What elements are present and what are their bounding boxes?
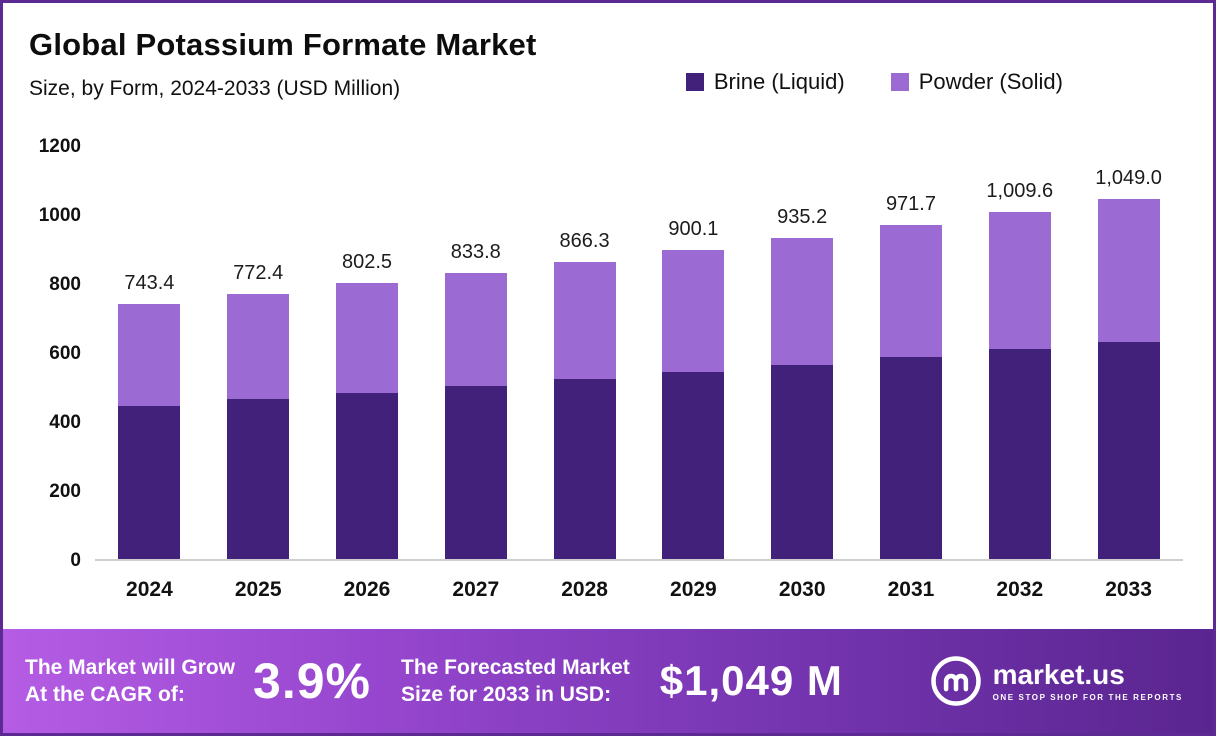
bar-segment-powder [662,249,725,372]
stacked-bar [553,261,616,559]
x-axis-label: 2030 [778,578,826,601]
y-tick-label: 800 [49,273,81,295]
bar-segment-powder [879,225,942,358]
stacked-bar [662,249,725,559]
bar-total-label: 866.3 [559,229,610,252]
x-axis: 2024 2025 2026 2027 2028 2029 2030 2031 2032 2033 [95,578,1183,602]
x-axis-label: 2028 [561,578,608,601]
y-tick-label: 0 [70,550,81,571]
stacked-bar [879,225,942,559]
bar-total-label: 802.5 [341,251,393,274]
x-axis-label: 2031 [887,578,935,601]
page-subtitle: Size, by Form, 2024-2033 (USD Million) [29,77,401,100]
bar-segment-powder [988,212,1051,350]
legend-item-brine: Brine (Liquid) [685,69,845,95]
y-tick-label: 200 [49,481,81,502]
cagr-label-line1: The Market will Grow [25,655,236,679]
bar-segment-brine [553,379,616,559]
bar-segment-brine [1097,342,1160,559]
bottom-banner: The Market will Grow At the CAGR of: 3.9… [3,629,1213,733]
market-us-icon [930,656,981,706]
bar-segment-brine [335,392,398,559]
bar-slot: 772.4 [204,147,313,559]
cagr-label-line2: At the CAGR of: [25,683,185,706]
forecast-label-line1: The Forecasted Market [401,655,630,679]
stacked-bar [227,293,290,559]
bar-slot: 1,009.6 [965,147,1074,559]
bar-slot: 866.3 [530,147,639,559]
x-axis-label: 2024 [126,578,173,601]
y-tick-label: 600 [49,343,81,364]
bar-segment-brine [118,405,181,559]
x-axis-label: 2032 [996,578,1044,601]
chart-legend: Brine (Liquid) Powder (Solid) [685,69,1063,95]
bar-total-label: 833.8 [450,240,501,263]
forecast-label: The Forecasted Market Size for 2033 in U… [401,654,630,709]
x-axis-label: 2027 [452,578,500,601]
stacked-bar [1097,198,1160,559]
bar-segment-brine [988,349,1051,559]
x-axis-label: 2025 [234,578,282,601]
cagr-label: The Market will Grow At the CAGR of: [25,654,235,709]
x-axis-label: 2029 [670,578,717,601]
stacked-bar [771,237,834,559]
chart-plot: 743.4 772.4 802.5 833.8 866.3 900.1 935.2 971.7… [95,147,1183,561]
forecast-value: $1,049 M [659,657,843,704]
stacked-bar [444,272,507,559]
bar-slot: 743.4 [95,147,204,559]
legend-label-brine: Brine (Liquid) [713,69,845,94]
bar-segment-brine [227,399,290,559]
bar-total-label: 971.7 [885,193,936,216]
legend-item-powder: Powder (Solid) [890,69,1063,95]
bar-total-label: 743.4 [124,271,175,294]
bar-slot: 1,049.0 [1074,147,1183,559]
brand-logo: market.us ONE STOP SHOP FOR THE REPORTS [929,654,1191,708]
chart-section: Global Potassium Formate Market Size, by… [3,3,1213,629]
cagr-value: 3.9% [253,653,372,709]
legend-label-powder: Powder (Solid) [918,69,1063,94]
bar-segment-brine [662,371,725,559]
bar-total-label: 1,049.0 [1095,166,1162,189]
x-axis-label: 2026 [343,578,391,601]
page-title: Global Potassium Formate Market [29,27,537,62]
brand-tagline: ONE STOP SHOP FOR THE REPORTS [992,692,1183,702]
bar-segment-powder [227,293,290,400]
stacked-bar [988,212,1051,559]
y-tick-label: 1200 [38,136,81,157]
bar-segment-powder [1097,198,1160,343]
bar-slot: 971.7 [857,147,966,559]
plot-wrap: 743.4 772.4 802.5 833.8 866.3 900.1 935.2 971.7… [95,147,1183,602]
bar-slot: 833.8 [421,147,530,559]
bar-segment-brine [444,385,507,559]
bar-segment-powder [771,237,834,366]
stacked-bar-chart: 0 200 400 600 800 1000 1200 743.4 772.4 802.5 833… [29,136,1183,602]
brand-text: market.us ONE STOP SHOP FOR THE REPORTS [992,659,1183,702]
legend-swatch-powder [890,73,909,91]
legend-swatch-brine [685,73,704,91]
bar-total-label: 900.1 [668,217,719,240]
y-axis: 0 200 400 600 800 1000 1200 [29,136,95,571]
bar-segment-brine [771,365,834,559]
bar-total-label: 772.4 [233,261,284,284]
stacked-bar [335,283,398,559]
bar-total-label: 935.2 [777,205,828,228]
bar-segment-powder [335,283,398,393]
bar-total-label: 1,009.6 [986,180,1054,203]
bar-segment-powder [118,303,181,406]
stacked-bar [118,303,181,559]
bar-segment-powder [444,272,507,386]
bar-slot: 935.2 [748,147,857,559]
brand-name: market.us [992,659,1125,691]
bar-slot: 802.5 [313,147,422,559]
y-tick-label: 400 [49,411,81,433]
forecast-label-line2: Size for 2033 in USD: [401,683,612,706]
bar-slot: 900.1 [639,147,748,559]
bar-segment-powder [553,261,616,380]
y-tick-label: 1000 [38,204,81,226]
x-axis-label: 2033 [1105,578,1152,601]
bar-segment-brine [879,357,942,559]
